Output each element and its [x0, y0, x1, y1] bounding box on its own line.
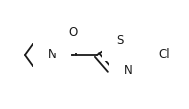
Text: N: N [124, 64, 132, 77]
Text: S: S [116, 33, 124, 47]
Text: Cl: Cl [158, 49, 170, 61]
Text: O: O [68, 26, 78, 38]
Text: N: N [48, 49, 56, 61]
